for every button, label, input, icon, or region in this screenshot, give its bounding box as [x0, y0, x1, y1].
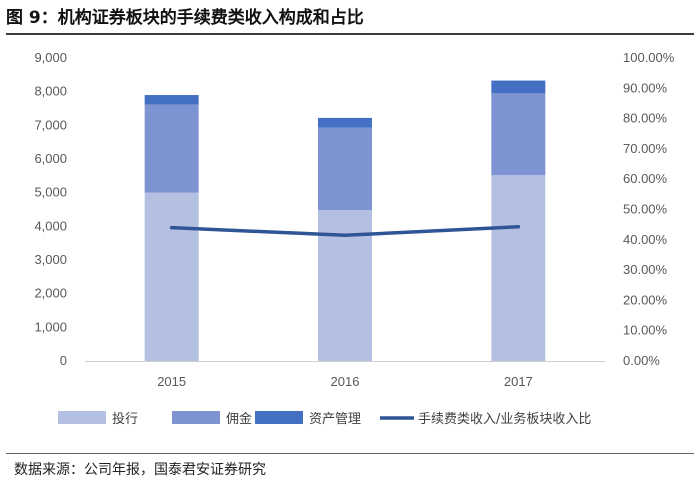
- right-axis-tick-label: 70.00%: [623, 141, 668, 156]
- left-axis-tick-label: 6,000: [34, 151, 67, 166]
- bar-segment-2: [318, 127, 372, 211]
- source-note: 数据来源：公司年报，国泰君安证券研究: [14, 462, 266, 478]
- right-axis-tick-label: 10.00%: [623, 323, 668, 338]
- left-axis-tick-label: 5,000: [34, 185, 67, 200]
- legend-swatch-2: [172, 411, 220, 424]
- stacked-bar-line-chart: 0 1,000 2,000 3,000 4,000 5,000 6,000 7,000 8,00…: [34, 50, 675, 427]
- x-axis-tick-label: 2015: [157, 374, 186, 389]
- legend-label: 投行: [112, 411, 138, 427]
- ratio-line: [169, 225, 521, 238]
- left-axis-tick-label: 0: [60, 353, 67, 368]
- right-axis-tick-label: 90.00%: [623, 80, 668, 95]
- bar-segment-2: [491, 93, 546, 176]
- right-axis-tick-label: 30.00%: [623, 262, 668, 277]
- title-divider: [6, 33, 694, 35]
- bar-segment-3: [491, 80, 546, 94]
- legend-label: 佣金: [226, 411, 252, 427]
- bar-segment-1: [491, 175, 546, 361]
- right-axis-tick-label: 40.00%: [623, 232, 668, 247]
- left-axis-tick-label: 9,000: [34, 50, 67, 65]
- legend-swatch-3: [255, 411, 303, 424]
- bar-segment-1: [144, 192, 199, 361]
- right-axis-tick-label: 80.00%: [623, 111, 668, 126]
- x-axis-tick-label: 2016: [331, 374, 360, 389]
- legend-label: 资产管理: [309, 412, 361, 427]
- right-axis-tick-label: 60.00%: [623, 171, 668, 186]
- bar-segment-3: [144, 95, 199, 105]
- bar-segment-3: [318, 117, 372, 128]
- left-axis-tick-label: 1,000: [34, 319, 67, 334]
- right-axis-tick-label: 50.00%: [623, 202, 668, 217]
- left-axis-tick-label: 4,000: [34, 218, 67, 233]
- source-divider: [6, 453, 694, 454]
- right-axis-tick-label: 20.00%: [623, 292, 668, 307]
- left-axis-tick-label: 7,000: [34, 117, 67, 132]
- legend-label: 手续费类收入/业务板块收入比: [418, 411, 591, 427]
- left-axis-tick-label: 3,000: [34, 252, 67, 267]
- legend-swatch-1: [58, 411, 106, 424]
- x-axis-tick-label: 2017: [504, 374, 533, 389]
- left-axis-tick-label: 2,000: [34, 286, 67, 301]
- right-axis-tick-label: 100.00%: [623, 50, 675, 65]
- figure-title: 图 9：机构证券板块的手续费类收入构成和占比: [6, 8, 364, 28]
- bar-segment-2: [144, 104, 199, 193]
- left-axis-tick-label: 8,000: [34, 84, 67, 99]
- right-axis-tick-label: 0.00%: [623, 353, 660, 368]
